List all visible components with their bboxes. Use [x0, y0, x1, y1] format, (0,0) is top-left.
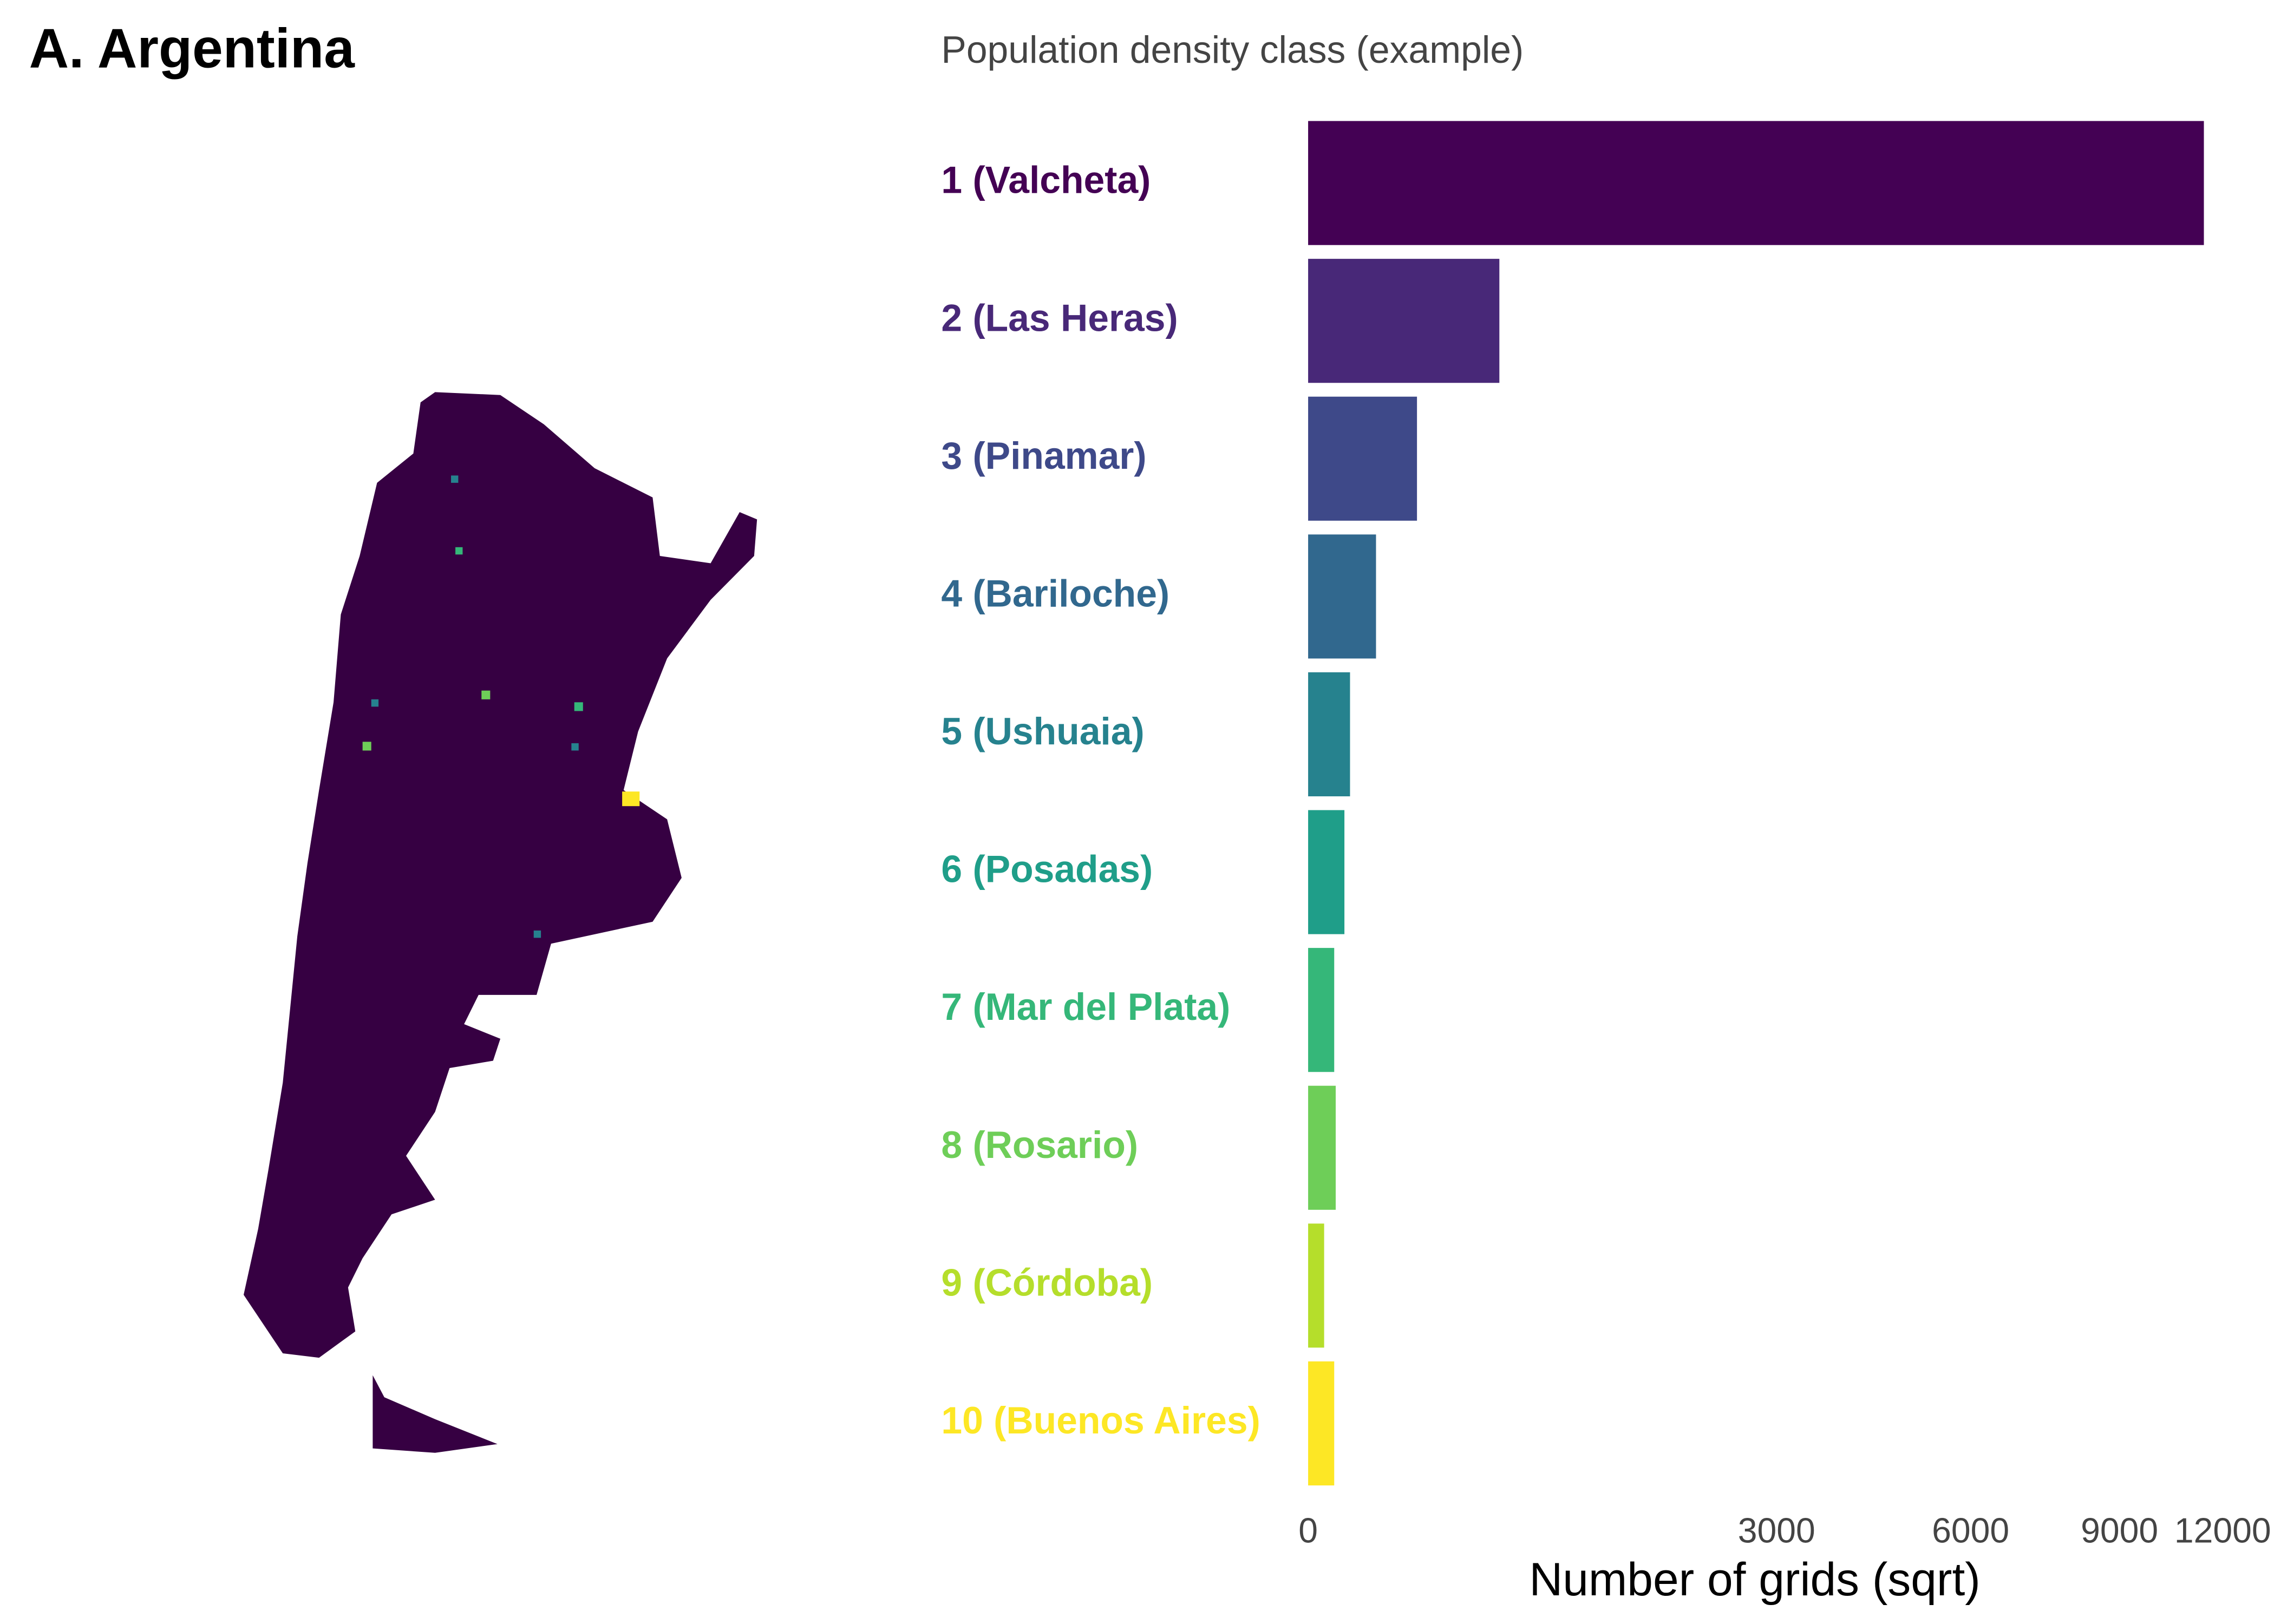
- bar: [1308, 948, 1335, 1072]
- y-tick-label: 9 (Córdoba): [941, 1261, 1153, 1304]
- bar: [1308, 396, 1417, 521]
- map-hotspot: [451, 475, 459, 483]
- y-tick-label: 6 (Posadas): [941, 848, 1153, 890]
- y-tick-label: 3 (Pinamar): [941, 435, 1146, 477]
- y-tick-label: 7 (Mar del Plata): [941, 986, 1230, 1028]
- map-hotspot: [571, 743, 579, 751]
- bar: [1308, 1085, 1336, 1210]
- y-tick-label: 2 (Las Heras): [941, 297, 1178, 339]
- map-hotspot: [371, 699, 379, 707]
- x-tick-label: 3000: [1738, 1511, 1815, 1550]
- x-tick-label: 9000: [2081, 1511, 2158, 1550]
- x-tick-label: 6000: [1932, 1511, 2009, 1550]
- y-tick-label: 10 (Buenos Aires): [941, 1399, 1260, 1442]
- map-hotspot: [455, 547, 463, 555]
- map-mainland: [244, 392, 757, 1358]
- x-tick-label: 12000: [2174, 1511, 2271, 1550]
- x-axis-label: Number of grids (sqrt): [1529, 1554, 1980, 1606]
- bar: [1308, 672, 1350, 797]
- map: [244, 392, 757, 1453]
- subtitle: Population density class (example): [941, 29, 1524, 71]
- bar: [1308, 121, 2204, 245]
- bar: [1308, 810, 1345, 934]
- y-tick-label: 4 (Bariloche): [941, 572, 1169, 614]
- bar: [1308, 534, 1376, 659]
- bar: [1308, 259, 1500, 383]
- x-tick-label: 0: [1298, 1511, 1318, 1550]
- map-hotspot: [481, 690, 491, 699]
- y-tick-label: 8 (Rosario): [941, 1124, 1138, 1166]
- map-hotspot: [533, 930, 541, 938]
- y-tick-label: 1 (Valcheta): [941, 159, 1151, 201]
- map-hotspot: [574, 702, 583, 711]
- bar: [1308, 1223, 1324, 1348]
- figure-title: A. Argentina: [29, 17, 355, 80]
- map-hotspot: [362, 742, 371, 751]
- map-tierra-del-fuego: [373, 1375, 498, 1453]
- map-hotspot: [622, 791, 640, 807]
- y-tick-label: 5 (Ushuaia): [941, 710, 1144, 752]
- bar: [1308, 1361, 1335, 1486]
